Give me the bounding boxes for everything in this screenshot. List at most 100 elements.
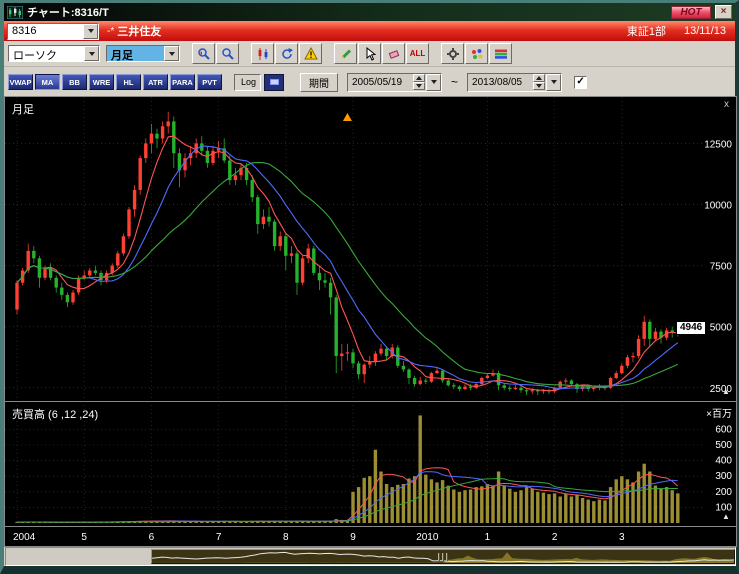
chevron-down-icon[interactable] xyxy=(83,24,98,39)
x-axis-label: 5 xyxy=(81,532,87,543)
indicator-toolbar: VWAPMABBWREHLATRPARAPVT Log 期間 2005/05/1… xyxy=(4,67,735,97)
volume-axis-label: 400 xyxy=(715,456,732,467)
settings-button[interactable] xyxy=(441,43,464,64)
alert-button[interactable] xyxy=(299,43,322,64)
calendar-dropdown-icon[interactable] xyxy=(546,74,561,91)
spin-up-icon[interactable] xyxy=(413,74,425,82)
toolbar-icon-groups: ALL xyxy=(192,43,524,64)
indicator-ma-button[interactable]: MA xyxy=(35,74,60,90)
symbol-bar: 8316 -* 三井住友 東証1部 13/11/13 xyxy=(4,21,735,41)
indicator-hl-button[interactable]: HL xyxy=(116,74,141,90)
period-button[interactable]: 期間 xyxy=(300,73,338,92)
event-marker-icon xyxy=(343,113,352,121)
symbol-name: 三井住友 xyxy=(117,23,161,39)
timeframe-combo[interactable]: 月足 xyxy=(106,45,180,62)
chart-canvas: 1250010000750050002500600500400300200100… xyxy=(5,97,736,546)
volume-axis-label: 500 xyxy=(715,440,732,451)
indicator-wre-button[interactable]: WRE xyxy=(89,74,114,90)
indicator-pvt-button[interactable]: PVT xyxy=(197,74,222,90)
colors-button[interactable] xyxy=(489,43,512,64)
thumb-grip-icon xyxy=(438,553,450,561)
draw-pencil-button[interactable] xyxy=(334,43,357,64)
app-icon xyxy=(7,6,23,19)
price-axis-label: 7500 xyxy=(710,262,733,273)
symbol-code-combo[interactable]: 8316 xyxy=(7,23,99,40)
x-axis-label: 1 xyxy=(485,532,491,543)
x-axis-label: 6 xyxy=(149,532,155,543)
x-axis-label: 7 xyxy=(216,532,222,543)
x-axis-label: 2004 xyxy=(13,532,36,543)
spin-down-icon[interactable] xyxy=(413,82,425,90)
calendar-dropdown-icon[interactable] xyxy=(426,74,441,91)
toolbar-icon-group xyxy=(441,43,513,64)
x-axis-label: 2 xyxy=(552,532,558,543)
volume-axis-label: 600 xyxy=(715,424,732,435)
date-to-spinner[interactable] xyxy=(533,74,545,90)
show-all-button[interactable]: ALL xyxy=(406,43,429,64)
capture-icon xyxy=(270,79,279,85)
palette-button[interactable] xyxy=(465,43,488,64)
spin-down-icon[interactable] xyxy=(533,82,545,90)
main-toolbar: ローソク 月足 ALL xyxy=(4,41,735,67)
date-from-field[interactable]: 2005/05/19 xyxy=(347,73,442,92)
indicator-para-button[interactable]: PARA xyxy=(170,74,195,90)
indicator-atr-button[interactable]: ATR xyxy=(143,74,168,90)
last-price-tag: 4946 xyxy=(676,321,706,335)
volume-pane-title: 売買高 (6 ,12 ,24) xyxy=(12,406,98,422)
scroll-latest-icon[interactable]: ▲ xyxy=(722,513,730,521)
toolbar-icon-group xyxy=(192,43,240,64)
candles-layer xyxy=(15,112,679,395)
close-button[interactable]: × xyxy=(715,5,732,19)
refresh-button[interactable] xyxy=(275,43,298,64)
date-to-value: 2013/08/05 xyxy=(472,77,530,88)
check-icon: ✓ xyxy=(576,77,584,87)
indicator-vwap-button[interactable]: VWAP xyxy=(8,74,33,90)
window-title: チャート:8316/T xyxy=(27,4,109,20)
zoom-button[interactable] xyxy=(216,43,239,64)
price-axis-label: 5000 xyxy=(710,323,733,334)
horizontal-scrollbar[interactable] xyxy=(5,547,736,566)
volume-axis-label: 200 xyxy=(715,487,732,498)
titlebar: チャート:8316/T HOT × xyxy=(4,3,735,21)
price-axis-label: 10000 xyxy=(704,201,732,212)
symbol-code-value: 8316 xyxy=(8,24,83,39)
date-label: 13/11/13 xyxy=(684,25,726,37)
chart-type-combo[interactable]: ローソク xyxy=(8,45,100,62)
candle-style-button[interactable] xyxy=(251,43,274,64)
price-axis-label: 12500 xyxy=(704,139,732,150)
select-cursor-button[interactable] xyxy=(358,43,381,64)
exchange-label: 東証1部 xyxy=(627,23,666,39)
grid-layer xyxy=(5,97,702,525)
capture-button[interactable] xyxy=(264,74,284,91)
price-pane-close-icon[interactable]: x xyxy=(724,100,729,110)
date-from-value: 2005/05/19 xyxy=(352,77,410,88)
erase-button[interactable] xyxy=(382,43,405,64)
chart-type-value: ローソク xyxy=(9,46,84,61)
symbol-marker: -* xyxy=(107,26,114,37)
zoom-area-button[interactable] xyxy=(192,43,215,64)
range-separator: ~ xyxy=(451,75,458,89)
date-to-field[interactable]: 2013/08/05 xyxy=(467,73,562,92)
volume-axis-label: 300 xyxy=(715,471,732,482)
x-axis-label: 3 xyxy=(619,532,625,543)
chart-window: チャート:8316/T HOT × 8316 -* 三井住友 東証1部 13/1… xyxy=(0,0,739,574)
indicator-bb-button[interactable]: BB xyxy=(62,74,87,90)
spin-up-icon[interactable] xyxy=(533,74,545,82)
toolbar-icon-group xyxy=(251,43,323,64)
timeframe-value: 月足 xyxy=(107,46,164,61)
chevron-down-icon[interactable] xyxy=(84,46,99,61)
log-scale-button[interactable]: Log xyxy=(234,74,261,91)
x-axis-label: 9 xyxy=(350,532,356,543)
indicator-buttons: VWAPMABBWREHLATRPARAPVT xyxy=(8,74,224,90)
auto-update-checkbox[interactable]: ✓ xyxy=(574,76,587,89)
hot-button[interactable]: HOT xyxy=(671,6,711,19)
scrollbar-thumb[interactable] xyxy=(151,549,735,564)
x-axis-label: 8 xyxy=(283,532,289,543)
chevron-down-icon[interactable] xyxy=(164,46,179,61)
volume-unit-label: ×百万 xyxy=(706,405,732,420)
date-from-spinner[interactable] xyxy=(413,74,425,90)
price-pane-title: 月足 xyxy=(12,101,34,117)
chart-area: 1250010000750050002500600500400300200100… xyxy=(5,97,736,546)
x-axis-label: 2010 xyxy=(416,532,439,543)
scroll-latest-icon[interactable]: ▲ xyxy=(722,388,730,396)
